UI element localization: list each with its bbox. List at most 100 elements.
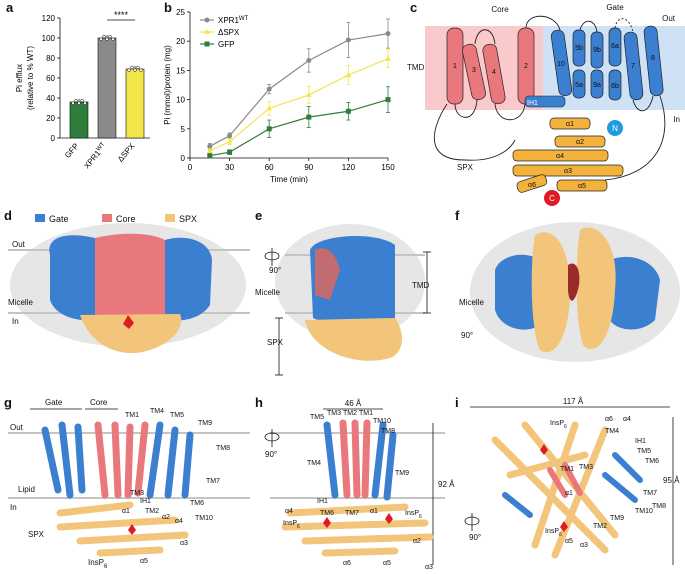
spx-density-f-left bbox=[531, 232, 570, 353]
dot-a-2-4 bbox=[139, 68, 143, 72]
insp6-ligand-i-top bbox=[540, 444, 548, 455]
dot-a-0-3 bbox=[80, 98, 84, 103]
label-rot-e: 90° bbox=[269, 266, 281, 275]
gate-density-right bbox=[165, 237, 212, 321]
label-n: N bbox=[612, 124, 618, 133]
tm-label-g-7: TM10 bbox=[195, 515, 213, 522]
tm-label-g-9: IH1 bbox=[140, 498, 151, 505]
gate-helices-g bbox=[41, 421, 194, 499]
label-in-d: In bbox=[12, 317, 19, 326]
insp6-ligand-h-left bbox=[323, 517, 331, 528]
y-tick-label-b-1: 5 bbox=[181, 125, 186, 134]
tm-label-g-8: TM3 bbox=[130, 490, 144, 497]
tm-label-i-5: TM1 bbox=[560, 466, 574, 473]
helix-label-9a: 9a bbox=[593, 82, 601, 89]
helix-9a bbox=[590, 69, 604, 99]
tm-label-h-10: TM7 bbox=[345, 510, 359, 517]
label-spx-g: SPX bbox=[28, 530, 45, 539]
core-helices-g bbox=[94, 421, 149, 499]
y-tick-label-a-2: 40 bbox=[46, 94, 55, 103]
spx-density bbox=[80, 314, 182, 354]
gate-helices-h bbox=[323, 421, 397, 501]
atomic-model-side: 46 Å 90° 92 Å TM5 TM3 TM2 TM1 TM10 TM8 T… bbox=[264, 399, 455, 571]
tm-label-i-3: TM5 bbox=[637, 448, 651, 455]
label-out: Out bbox=[662, 14, 676, 23]
label-in-g: In bbox=[10, 503, 17, 512]
panel-label-d: d bbox=[4, 208, 12, 223]
x-tick-label-b-1: 30 bbox=[225, 163, 234, 172]
tm-label-i-2: IH1 bbox=[635, 438, 646, 445]
rotate-icon-h bbox=[264, 432, 280, 442]
panel-label-g: g bbox=[4, 395, 12, 410]
tm-label-g-5: TM7 bbox=[206, 478, 220, 485]
point-b-2-2 bbox=[266, 126, 272, 132]
spx-helix-a2 bbox=[554, 135, 606, 148]
label-in: In bbox=[673, 115, 680, 124]
label-insp6-g: InsP6 bbox=[88, 558, 108, 570]
y-tick-label-a-6: 120 bbox=[42, 14, 56, 23]
bar-2 bbox=[125, 68, 145, 139]
label-micelle-e: Micelle bbox=[255, 288, 280, 297]
helix-7 bbox=[623, 31, 644, 101]
dot-a-0-2 bbox=[77, 101, 81, 105]
point-b-0-4 bbox=[345, 37, 351, 43]
point-b-0-0 bbox=[207, 143, 213, 149]
panel-label-h: h bbox=[255, 395, 263, 410]
label-gate: Gate bbox=[606, 3, 624, 12]
helix-6b bbox=[608, 69, 622, 101]
dot-a-0-0 bbox=[71, 101, 75, 105]
tm-label-g-14: α3 bbox=[180, 540, 188, 547]
x-tick-label-b-0: 0 bbox=[188, 163, 193, 172]
core-helices-i bbox=[547, 462, 583, 498]
legend-swatch-gate bbox=[35, 214, 45, 222]
tm-label-g-15: α5 bbox=[140, 558, 148, 565]
bar-chart-pi-efflux: 0 20 40 60 80 100 120 Pi efflux (relative to % W… bbox=[15, 10, 150, 170]
point-b-0-3 bbox=[306, 57, 312, 63]
label-micelle-f: Micelle bbox=[459, 298, 484, 307]
y-tick-label-a-3: 60 bbox=[46, 74, 55, 83]
label-rot-h: 90° bbox=[265, 450, 277, 459]
panel-label-b: b bbox=[164, 0, 172, 15]
dot-a-0-1 bbox=[74, 98, 78, 103]
dim-label-h: 46 Å bbox=[345, 399, 362, 408]
label-ih1: IH1 bbox=[527, 100, 538, 107]
label-insp6-i-top: InsP6 bbox=[550, 420, 567, 430]
tm-label-i-14: α5 bbox=[565, 538, 573, 545]
tm-label-h-1: TM3 bbox=[327, 410, 341, 417]
tm-label-g-1: TM4 bbox=[150, 408, 164, 415]
tm-label-i-7: TM4 bbox=[605, 428, 619, 435]
y-tick-label-b-2: 10 bbox=[176, 96, 185, 105]
series-line-0 bbox=[209, 33, 389, 147]
point-b-1-4 bbox=[345, 72, 352, 78]
topology-diagram: Core Gate Out In TMD SPX IH1 N C 1 3 4 2… bbox=[407, 3, 685, 206]
spx-helix-a1 bbox=[549, 117, 591, 130]
legend-label-gate: Gate bbox=[49, 214, 69, 224]
point-b-0-2 bbox=[266, 86, 272, 92]
legend-label-b-0: XPR1WT bbox=[218, 16, 249, 25]
helix-label-2: 2 bbox=[524, 63, 528, 70]
spx-density-e bbox=[305, 318, 402, 361]
significance-label-a: **** bbox=[114, 10, 129, 20]
point-b-1-5 bbox=[385, 55, 391, 61]
spx-helices-h bbox=[281, 503, 434, 557]
legend-marker-b-2 bbox=[204, 41, 210, 47]
helix-label-8: 8 bbox=[651, 55, 655, 62]
point-b-2-5 bbox=[385, 97, 391, 103]
legend-swatch-spx bbox=[165, 214, 175, 222]
spx-label-a4: α4 bbox=[556, 153, 564, 160]
tm-label-i-4: TM6 bbox=[645, 458, 659, 465]
tm-label-h-7: TM9 bbox=[395, 470, 409, 477]
dot-a-2-0 bbox=[127, 68, 131, 72]
helix-label-9b: 9b bbox=[593, 47, 601, 54]
dot-a-2-2 bbox=[133, 68, 137, 72]
y-tick-label-b-4: 20 bbox=[176, 37, 185, 46]
cryoem-map-front: Gate Core SPX Out Micelle In bbox=[8, 214, 250, 354]
point-b-1-0 bbox=[206, 147, 213, 153]
label-spx-e: SPX bbox=[267, 338, 284, 347]
helix-label-4: 4 bbox=[492, 69, 496, 76]
tm-label-h-9: TM6 bbox=[320, 510, 334, 517]
spx-helix-a5 bbox=[556, 179, 608, 192]
helix-label-7: 7 bbox=[631, 63, 635, 70]
legend-label-core: Core bbox=[116, 214, 136, 224]
y-tick-label-b-0: 0 bbox=[181, 154, 186, 163]
